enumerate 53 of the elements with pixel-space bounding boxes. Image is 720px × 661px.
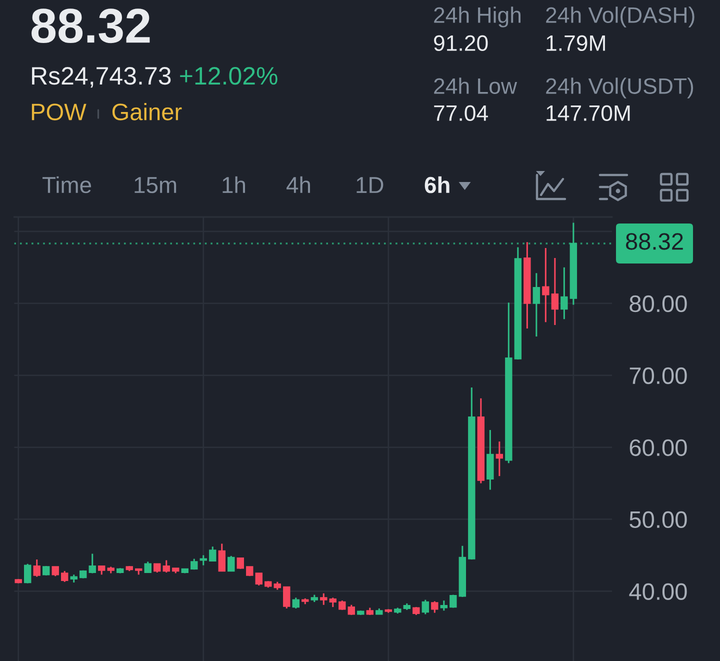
text: Rs24,743.73 bbox=[32, 67, 171, 88]
ref-line-label: 88.32 bbox=[626, 233, 683, 250]
candlestick bbox=[33, 558, 40, 578]
text: Time bbox=[42, 176, 92, 194]
candlestick bbox=[61, 570, 68, 583]
candlestick bbox=[496, 440, 504, 477]
text: 24h High bbox=[434, 6, 521, 28]
candlestick bbox=[255, 572, 262, 586]
candlestick bbox=[200, 554, 207, 566]
candlestick bbox=[422, 599, 430, 615]
candlestick bbox=[42, 565, 50, 576]
candlestick bbox=[162, 559, 170, 574]
candlestick bbox=[348, 604, 356, 616]
text: 1.79M bbox=[546, 35, 605, 51]
y-tick-label: 40.00 bbox=[629, 583, 687, 600]
candlestick bbox=[144, 560, 152, 574]
candlestick bbox=[283, 586, 290, 610]
text: Gainer bbox=[112, 102, 182, 120]
text: 15m bbox=[134, 177, 176, 194]
chart-title: 88.32 bbox=[32, 8, 150, 44]
y-tick-label: 60.00 bbox=[630, 439, 687, 456]
text: 147.70M bbox=[546, 105, 630, 121]
candlestick bbox=[292, 596, 300, 610]
candlestick bbox=[551, 257, 559, 326]
candlestick bbox=[542, 247, 550, 323]
text: 24h Low bbox=[434, 78, 518, 94]
text: 1D bbox=[356, 177, 384, 193]
text: POW bbox=[32, 104, 86, 120]
candlestick bbox=[24, 563, 32, 584]
candlestick bbox=[338, 600, 346, 611]
candlestick bbox=[209, 546, 216, 562]
candlestick bbox=[320, 592, 328, 606]
candlestick bbox=[218, 542, 226, 572]
text: 1h bbox=[222, 176, 246, 193]
text: 77.04 bbox=[434, 105, 488, 121]
candlestick bbox=[560, 266, 568, 320]
text: +12.02% bbox=[180, 67, 278, 85]
y-tick-label: 70.00 bbox=[630, 367, 687, 384]
candlestick bbox=[532, 272, 540, 338]
candlestick bbox=[440, 600, 448, 612]
candlestick bbox=[88, 553, 96, 574]
candlestick bbox=[236, 557, 244, 570]
candlestick bbox=[431, 600, 438, 614]
candlestick bbox=[329, 596, 337, 608]
text: 24h Vol(USDT) bbox=[546, 78, 694, 98]
text: 4h bbox=[286, 176, 310, 193]
candlestick bbox=[228, 555, 235, 572]
y-tick-label: 50.00 bbox=[630, 511, 687, 528]
text: 91.20 bbox=[434, 35, 488, 51]
y-tick-label: 80.00 bbox=[630, 295, 687, 312]
text: 24h Vol(DASH) bbox=[546, 6, 694, 28]
text: 6h bbox=[424, 176, 450, 194]
candlestick bbox=[52, 566, 59, 577]
